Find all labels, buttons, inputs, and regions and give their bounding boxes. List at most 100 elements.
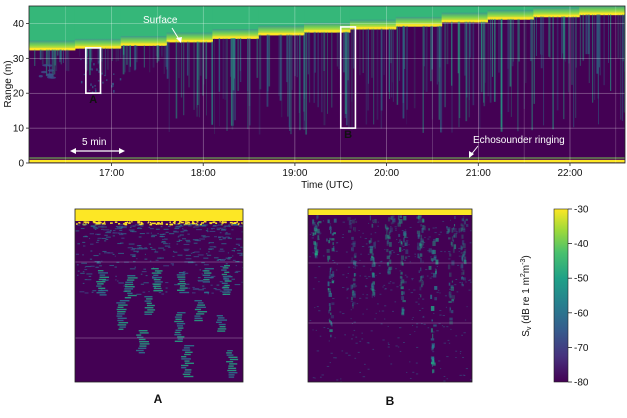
panel-b-noise [323,327,326,329]
panel-a-surface-spray [152,222,155,225]
bubble-streak [237,38,240,92]
panel-b-bubble-plume [389,242,392,247]
panel-b-noise [428,250,431,252]
bubble-streak [166,41,169,79]
panel-b-bubble-plume [431,308,433,312]
y-tick-label: 30 [13,54,25,65]
panel-a-echo [232,255,234,257]
panel-a-surface-spray [173,221,176,223]
panel-a-echo [155,250,157,252]
panel-a-echo [82,271,85,273]
panel-b-noise [333,357,336,359]
surface-glow [212,29,259,39]
panel-b-noise [449,288,452,290]
bubble-streak [390,28,392,64]
panel-a-fish-school [202,281,211,283]
panel-b-bubble-plume [447,228,450,233]
panel-a-echo [140,283,145,285]
panel-a-surface-spray [179,221,182,223]
panel-a-fish-school [138,352,145,354]
bubble-streak [468,21,470,101]
panel-b-bubble-plume [446,231,449,235]
panel-a-echo [137,224,144,227]
bubble-streak [115,47,118,62]
bubble-streak [66,49,68,60]
panel-a-echo [197,277,201,279]
bubble-streak [365,28,368,125]
panel-b-bubble-plume [434,286,438,290]
panel-a-fish-school [127,277,138,279]
panel-a-fish-school [174,316,182,318]
panel-b-noise [433,312,435,314]
bubble-streak [609,14,612,91]
bubble-streak [60,49,62,65]
panel-a-echo [82,254,84,256]
panel-a-echo [118,252,124,254]
panel-b-noise [415,362,418,364]
panel-a-echo [235,238,242,240]
panel-b-bubble-plume [313,241,316,245]
bubble-streak [458,21,460,128]
panel-a-echo [183,224,189,226]
panel-a-surface-spray [92,221,96,223]
panel-b-bubble-plume [313,226,316,232]
panel-b-noise [410,292,414,294]
panel-b-bubble-plume [327,259,329,262]
panel-b-noise [406,371,408,373]
panel-a-echo [112,253,115,255]
panel-b-noise [359,371,361,373]
panel-b-noise [414,253,417,255]
panel-b-noise [388,282,391,284]
panel-b-bubble-plume [328,239,331,244]
panel-b-bubble-plume [422,219,425,223]
panel-b-bubble-plume [460,223,463,227]
panel-a-fish-school [127,275,136,277]
panel-b-bubble-plume [401,308,404,313]
panel-b-bubble-plume [387,270,391,275]
panel-b-bubble-plume [461,268,464,271]
panel-b-bubble-plume [370,255,373,258]
panel-b-bubble-plume [389,227,393,233]
panel-b-bubble-plume [449,295,452,299]
panel-a-fish-school [138,330,148,332]
panel-a-echo [121,226,127,228]
panel-b-noise [345,276,348,278]
bubble-streak [511,18,514,67]
panel-b-noise [383,284,386,286]
panel-a-fish-school [154,270,163,272]
panel-a-fish-school [151,268,159,270]
panel-b-bubble-plume [420,257,422,263]
panel-a-fish-school [116,313,125,315]
panel-b-noise [362,313,364,315]
panel-b-bubble-plume [460,251,464,255]
panel-a-echo [128,243,135,245]
panel-b-bubble-plume [352,301,354,307]
panel-b-bubble-plume [463,256,467,262]
bubble-streak [431,25,434,120]
panel-b-bubble-plume [398,218,400,224]
bubble-streak [399,25,401,81]
panel-a-fish-school [117,311,126,313]
bubble-streak [101,47,103,62]
panel-a-surface-spray [165,223,168,226]
panel-a-echo [103,252,110,254]
panel-a-echo [129,226,132,228]
bubble-streak [196,41,199,117]
panel-a-echo [217,259,221,261]
bubble-streak [598,14,599,125]
panel-b-bubble-plume [428,228,430,231]
panel-b-bubble-plume [401,309,405,314]
surface-line [258,33,305,36]
panel-b-bubble-plume [350,260,354,263]
panel-b-noise [314,256,317,258]
panel-b-bubble-plume [353,273,356,278]
panel-a-fish-school [117,324,127,326]
panel-a-echo [211,275,216,277]
highlight-box-label: A [89,94,97,106]
fish-echo [98,70,100,73]
panel-b-bubble-plume [386,234,390,239]
bubble-streak [87,47,89,57]
panel-b-noise [346,297,349,299]
surface-glow [74,38,122,48]
panel-a-echo [241,281,243,283]
